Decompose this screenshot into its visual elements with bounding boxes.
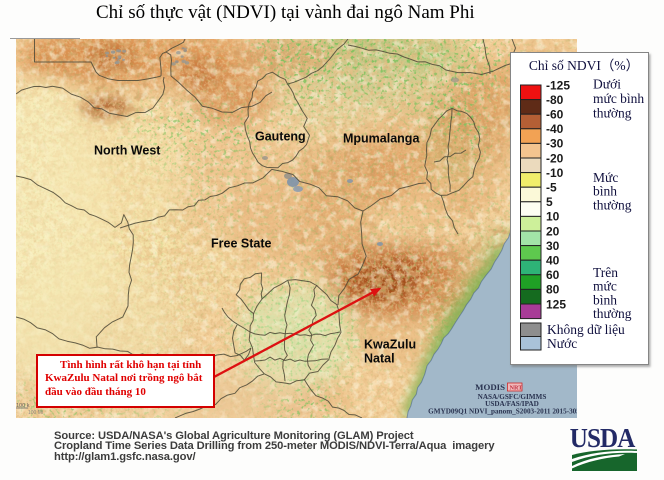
svg-text:thường: thường	[593, 306, 632, 321]
svg-text:-40: -40	[546, 122, 564, 136]
svg-text:125: 125	[546, 297, 566, 311]
svg-text:Không dữ liệu: Không dữ liệu	[547, 322, 625, 337]
svg-text:Mpumalanga: Mpumalanga	[343, 132, 420, 146]
svg-text:-30: -30	[546, 137, 564, 151]
svg-text:Mức: Mức	[593, 170, 618, 185]
svg-text:MODIS: MODIS	[475, 382, 505, 392]
svg-text:Chỉ số NDVI（%）: Chỉ số NDVI（%）	[529, 58, 639, 73]
svg-text:mức bình: mức bình	[593, 91, 644, 106]
svg-text:40: 40	[546, 254, 560, 268]
svg-text:80: 80	[546, 283, 560, 297]
svg-text:bình: bình	[593, 292, 617, 307]
svg-text:60: 60	[546, 268, 560, 282]
svg-text:Gauteng: Gauteng	[255, 130, 306, 144]
svg-text:bình: bình	[593, 184, 617, 199]
svg-text:thường: thường	[593, 197, 632, 212]
svg-text:KwaZulu: KwaZulu	[364, 338, 416, 352]
svg-text:100 Mi: 100 Mi	[28, 410, 43, 416]
svg-text:10: 10	[546, 210, 560, 224]
svg-text:Free State: Free State	[211, 237, 271, 251]
svg-text:mức: mức	[593, 279, 617, 294]
svg-text:-125: -125	[546, 78, 570, 92]
svg-text:Trên: Trên	[593, 265, 618, 280]
svg-text:30: 30	[546, 239, 560, 253]
svg-text:GMYD09Q1 NDVI_panom_S2003-2011: GMYD09Q1 NDVI_panom_S2003-2011 2015-305	[428, 408, 577, 416]
svg-text:NASA/GSFC/GIMMS: NASA/GSFC/GIMMS	[478, 393, 547, 401]
svg-text:USDA: USDA	[570, 424, 636, 453]
svg-text:-80: -80	[546, 93, 564, 107]
svg-text:5: 5	[546, 195, 553, 209]
svg-text:Nước: Nước	[547, 336, 577, 351]
svg-text:-5: -5	[546, 181, 557, 195]
svg-text:Dưới: Dưới	[593, 77, 621, 92]
svg-text:North West: North West	[94, 144, 161, 158]
svg-text:thường: thường	[593, 106, 632, 121]
svg-text:USDA/FAS/IPAD: USDA/FAS/IPAD	[485, 400, 539, 408]
svg-text:100 k: 100 k	[16, 403, 30, 409]
svg-text:-10: -10	[546, 166, 564, 180]
svg-text:20: 20	[546, 224, 560, 238]
svg-text:Natal: Natal	[364, 352, 395, 366]
svg-text:-60: -60	[546, 108, 564, 122]
svg-text:NRT: NRT	[510, 385, 524, 392]
svg-text:-20: -20	[546, 151, 564, 165]
